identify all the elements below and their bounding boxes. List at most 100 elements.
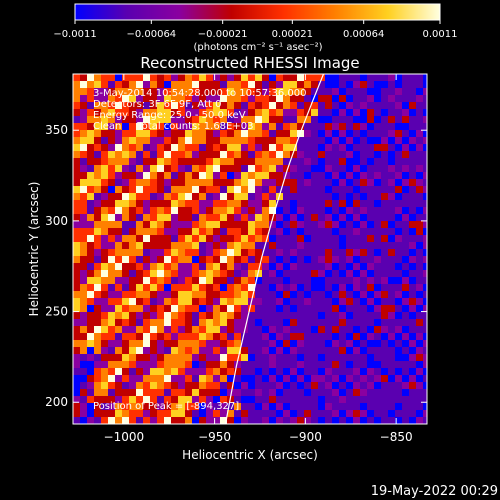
heatmap-cell [346,263,354,271]
heatmap-cell [311,256,319,264]
heatmap-cell [297,368,305,376]
heatmap-cell [129,102,137,110]
heatmap-cell [234,403,242,411]
heatmap-cell [94,256,102,264]
heatmap-cell [234,165,242,173]
heatmap-cell [318,347,326,355]
heatmap-cell [262,333,270,341]
heatmap-cell [220,102,228,110]
heatmap-cell [276,214,284,222]
heatmap-cell [206,137,214,145]
heatmap-cell [213,74,221,82]
heatmap-cell [269,158,277,166]
heatmap-cell [360,116,368,124]
heatmap-cell [73,179,81,187]
heatmap-cell [129,186,137,194]
heatmap-cell [178,270,186,278]
heatmap-cell [416,116,424,124]
heatmap-cell [304,368,312,376]
heatmap-cell [87,172,95,180]
heatmap-cell [269,74,277,82]
heatmap-cell [402,151,410,159]
heatmap-cell [150,305,158,313]
heatmap-cell [101,235,109,243]
heatmap-cell [402,361,410,369]
heatmap-cell [157,347,165,355]
heatmap-cell [94,95,102,103]
heatmap-cell [360,200,368,208]
heatmap-cell [199,144,207,152]
heatmap-cell [122,165,130,173]
heatmap-cell [395,375,403,383]
heatmap-cell [346,116,354,124]
heatmap-cell [108,200,116,208]
heatmap-cell [269,340,277,348]
heatmap-cell [108,88,116,96]
heatmap-cell [185,74,193,82]
heatmap-cell [129,382,137,390]
heatmap-cell [290,151,298,159]
heatmap-cell [185,326,193,334]
heatmap-cell [255,123,263,131]
heatmap-cell [199,361,207,369]
heatmap-cell [80,326,88,334]
heatmap-cell [269,186,277,194]
heatmap-cell [136,270,144,278]
heatmap-cell [227,74,235,82]
heatmap-cell [136,249,144,257]
heatmap-cell [276,221,284,229]
heatmap-cell [262,389,270,397]
heatmap-cell [150,235,158,243]
heatmap-cell [332,130,340,138]
heatmap-cell [262,116,270,124]
heatmap-cell [157,186,165,194]
heatmap-cell [262,368,270,376]
heatmap-cell [94,375,102,383]
heatmap-cell [360,333,368,341]
heatmap-cell [269,333,277,341]
heatmap-cell [157,221,165,229]
heatmap-cell [297,249,305,257]
heatmap-cell [199,333,207,341]
heatmap-cell [381,123,389,131]
heatmap-cell [346,256,354,264]
heatmap-cell [94,88,102,96]
heatmap-cell [395,186,403,194]
heatmap-cell [409,263,417,271]
heatmap-cell [213,102,221,110]
x-axis-label: Heliocentric X (arcsec) [182,448,318,462]
heatmap-cell [402,88,410,96]
heatmap-cell [388,326,396,334]
heatmap-cell [255,172,263,180]
heatmap-cell [395,277,403,285]
heatmap-cell [136,410,144,418]
heatmap-cell [416,242,424,250]
heatmap-cell [73,368,81,376]
heatmap-cell [143,151,151,159]
heatmap-cell [283,305,291,313]
heatmap-cell [248,221,256,229]
heatmap-cell [290,158,298,166]
heatmap-cell [409,298,417,306]
heatmap-cell [234,130,242,138]
heatmap-cell [171,291,179,299]
heatmap-cell [101,347,109,355]
heatmap-cell [339,277,347,285]
heatmap-cell [367,410,375,418]
heatmap-cell [143,354,151,362]
heatmap-cell [346,403,354,411]
heatmap-cell [255,340,263,348]
heatmap-cell [409,165,417,173]
heatmap-cell [423,130,427,138]
heatmap-cell [276,95,284,103]
heatmap-cell [227,235,235,243]
heatmap-cell [409,235,417,243]
heatmap-cell [227,403,235,411]
heatmap-cell [171,403,179,411]
heatmap-cell [178,151,186,159]
heatmap-cell [220,256,228,264]
heatmap-cell [248,277,256,285]
heatmap-cell [220,249,228,257]
heatmap-cell [360,228,368,236]
heatmap-cell [423,277,427,285]
